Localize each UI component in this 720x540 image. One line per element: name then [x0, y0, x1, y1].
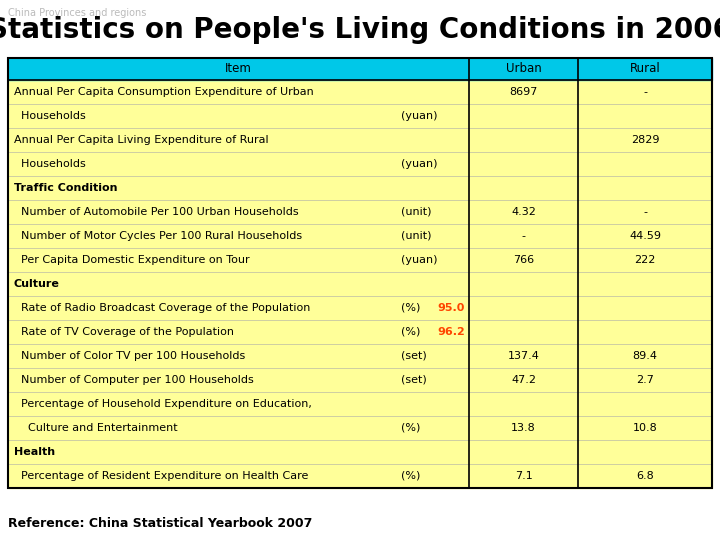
- Bar: [8, 320, 712, 344]
- Text: (set): (set): [401, 375, 426, 385]
- Text: Urban: Urban: [506, 63, 541, 76]
- Text: (yuan): (yuan): [401, 255, 437, 265]
- Bar: [8, 224, 712, 248]
- Text: Percentage of Resident Expenditure on Health Care: Percentage of Resident Expenditure on He…: [14, 471, 308, 481]
- Text: -: -: [522, 231, 526, 241]
- Text: 4.32: 4.32: [511, 207, 536, 217]
- Text: Health: Health: [14, 447, 55, 457]
- Text: 2.7: 2.7: [636, 375, 654, 385]
- Bar: [8, 248, 712, 272]
- Bar: [8, 344, 712, 368]
- Bar: [8, 80, 712, 104]
- Text: 96.2: 96.2: [437, 327, 465, 337]
- Bar: [8, 200, 712, 224]
- Text: (yuan): (yuan): [401, 159, 437, 169]
- Text: (%): (%): [401, 471, 420, 481]
- Text: 766: 766: [513, 255, 534, 265]
- Bar: [8, 296, 712, 320]
- Text: China Provinces and regions: China Provinces and regions: [8, 8, 146, 18]
- Text: Annual Per Capita Living Expenditure of Rural: Annual Per Capita Living Expenditure of …: [14, 135, 269, 145]
- Text: Item: Item: [225, 63, 252, 76]
- Text: Per Capita Domestic Expenditure on Tour: Per Capita Domestic Expenditure on Tour: [14, 255, 250, 265]
- Text: (%): (%): [401, 327, 420, 337]
- Text: Rate of Radio Broadcast Coverage of the Population: Rate of Radio Broadcast Coverage of the …: [14, 303, 310, 313]
- Text: Households: Households: [14, 111, 86, 121]
- Text: 222: 222: [634, 255, 656, 265]
- Text: (unit): (unit): [401, 231, 431, 241]
- Text: 7.1: 7.1: [515, 471, 533, 481]
- Text: 6.8: 6.8: [636, 471, 654, 481]
- Text: 44.59: 44.59: [629, 231, 661, 241]
- Bar: [8, 152, 712, 176]
- Text: 2829: 2829: [631, 135, 660, 145]
- Bar: [8, 440, 712, 464]
- Text: Number of Automobile Per 100 Urban Households: Number of Automobile Per 100 Urban House…: [14, 207, 299, 217]
- Text: 95.0: 95.0: [438, 303, 465, 313]
- Text: -: -: [643, 87, 647, 97]
- Bar: [8, 58, 712, 80]
- Bar: [8, 176, 712, 200]
- Text: -: -: [643, 207, 647, 217]
- Text: 47.2: 47.2: [511, 375, 536, 385]
- Bar: [8, 128, 712, 152]
- Text: (yuan): (yuan): [401, 111, 437, 121]
- Bar: [8, 416, 712, 440]
- Text: Culture and Entertainment: Culture and Entertainment: [14, 423, 178, 433]
- Text: Number of Motor Cycles Per 100 Rural Households: Number of Motor Cycles Per 100 Rural Hou…: [14, 231, 302, 241]
- Text: Households: Households: [14, 159, 86, 169]
- Text: 10.8: 10.8: [633, 423, 657, 433]
- Text: Annual Per Capita Consumption Expenditure of Urban: Annual Per Capita Consumption Expenditur…: [14, 87, 314, 97]
- Text: Number of Color TV per 100 Households: Number of Color TV per 100 Households: [14, 351, 246, 361]
- Text: 8697: 8697: [510, 87, 538, 97]
- Text: Reference: China Statistical Yearbook 2007: Reference: China Statistical Yearbook 20…: [8, 517, 312, 530]
- Text: Percentage of Household Expenditure on Education,: Percentage of Household Expenditure on E…: [14, 399, 312, 409]
- Bar: [8, 272, 712, 296]
- Bar: [8, 368, 712, 392]
- Bar: [8, 104, 712, 128]
- Text: Traffic Condition: Traffic Condition: [14, 183, 117, 193]
- Text: 13.8: 13.8: [511, 423, 536, 433]
- Text: Number of Computer per 100 Households: Number of Computer per 100 Households: [14, 375, 253, 385]
- Text: 137.4: 137.4: [508, 351, 539, 361]
- Text: Culture: Culture: [14, 279, 60, 289]
- Text: Rate of TV Coverage of the Population: Rate of TV Coverage of the Population: [14, 327, 234, 337]
- Text: (%): (%): [401, 423, 420, 433]
- Text: Rural: Rural: [630, 63, 660, 76]
- Text: Statistics on People's Living Conditions in 2006: Statistics on People's Living Conditions…: [0, 16, 720, 44]
- Text: (set): (set): [401, 351, 426, 361]
- Bar: [8, 392, 712, 416]
- Text: (unit): (unit): [401, 207, 431, 217]
- Bar: [8, 464, 712, 488]
- Bar: [8, 58, 712, 488]
- Text: (%): (%): [401, 303, 420, 313]
- Text: 89.4: 89.4: [633, 351, 657, 361]
